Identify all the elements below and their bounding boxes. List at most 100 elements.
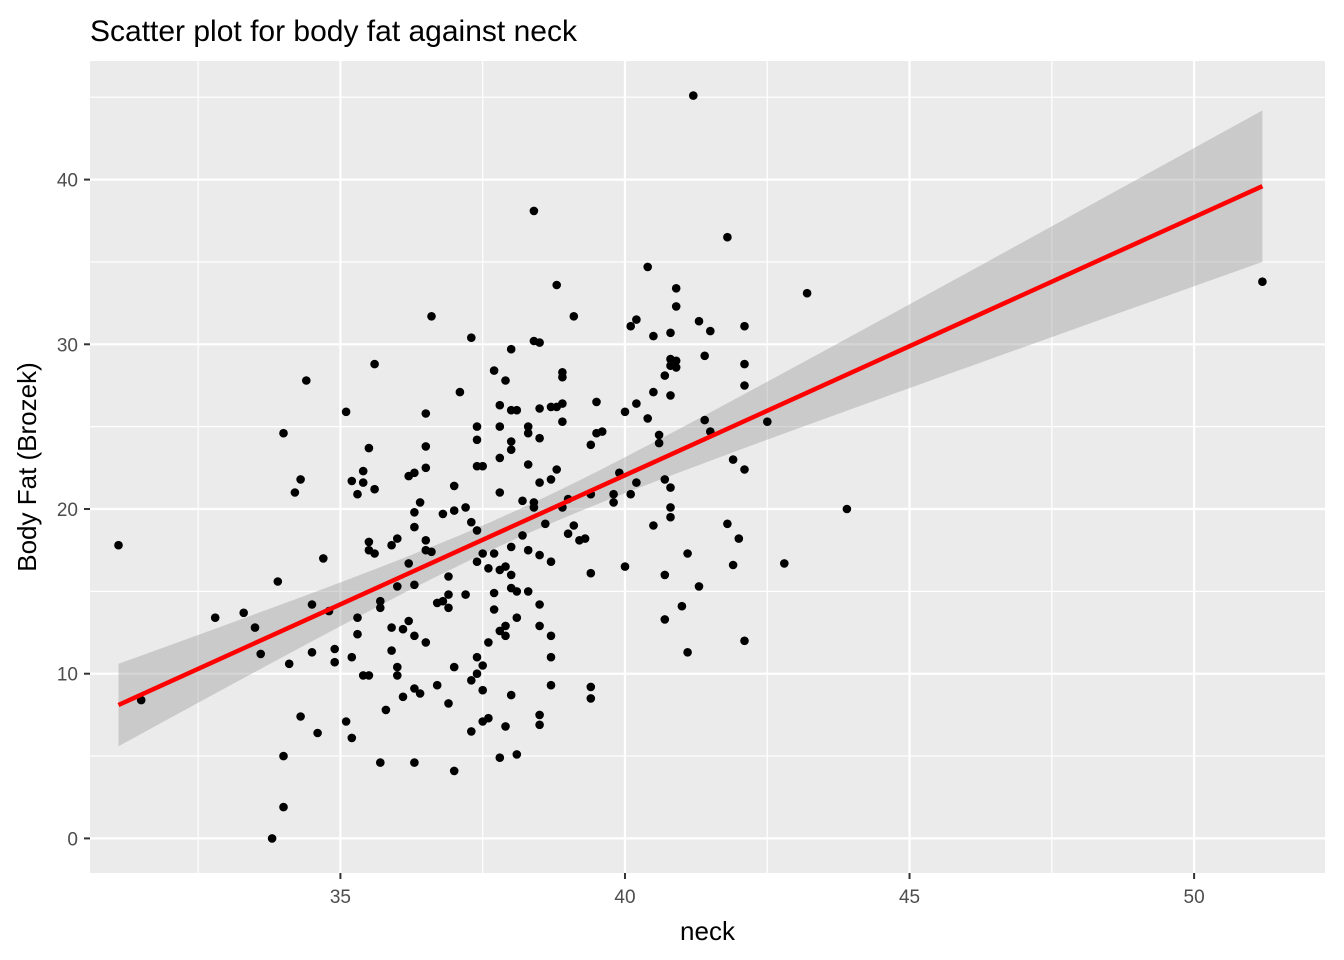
regression-line <box>117 184 1264 708</box>
data-point <box>410 468 419 478</box>
data-point <box>410 758 419 767</box>
data-point <box>250 623 260 632</box>
data-points <box>114 91 1267 843</box>
data-point <box>478 661 488 670</box>
data-point <box>535 720 544 730</box>
data-point <box>671 363 681 372</box>
data-point <box>501 562 510 571</box>
data-point <box>569 312 579 321</box>
data-point <box>535 404 544 413</box>
data-point <box>529 503 539 512</box>
data-point <box>449 662 459 672</box>
data-point <box>700 351 709 361</box>
data-point <box>620 407 630 417</box>
data-point <box>501 631 510 641</box>
x-tick-label: 50 <box>1184 887 1205 908</box>
data-point <box>347 652 357 662</box>
data-point <box>455 387 465 397</box>
data-point <box>660 371 670 380</box>
data-point <box>649 331 658 341</box>
data-point <box>734 534 744 543</box>
data-point <box>472 422 482 431</box>
data-point <box>506 344 516 354</box>
data-point <box>626 321 635 331</box>
data-point <box>421 536 431 545</box>
data-point <box>552 280 561 290</box>
data-point <box>296 475 305 484</box>
data-point <box>518 496 527 506</box>
data-point <box>364 443 374 453</box>
data-point <box>398 692 408 702</box>
data-point <box>683 549 692 558</box>
y-tick-label: 0 <box>67 829 78 850</box>
data-point <box>586 568 596 578</box>
data-point <box>393 662 402 672</box>
data-point <box>449 766 459 776</box>
data-point <box>410 508 419 517</box>
data-point <box>535 710 544 720</box>
data-point <box>489 549 499 558</box>
data-point <box>432 680 442 690</box>
data-point <box>495 400 505 410</box>
data-point <box>279 802 288 812</box>
data-point <box>358 466 368 476</box>
data-point <box>740 321 749 331</box>
data-point <box>506 690 516 700</box>
data-point <box>489 605 499 614</box>
data-point <box>609 498 618 507</box>
data-point <box>802 288 812 298</box>
data-point <box>114 540 123 550</box>
data-point <box>512 587 522 596</box>
data-point <box>666 391 675 400</box>
data-point <box>546 557 556 566</box>
data-point <box>421 409 431 418</box>
data-point <box>654 430 664 440</box>
data-point <box>410 684 419 693</box>
data-point <box>671 302 681 311</box>
data-point <box>546 631 556 641</box>
data-point <box>660 570 670 580</box>
data-point <box>467 333 476 343</box>
data-point <box>393 671 402 680</box>
data-point <box>626 489 635 499</box>
data-point <box>660 615 670 624</box>
data-point <box>529 206 539 216</box>
data-point <box>472 557 482 566</box>
x-tick-label: 45 <box>899 887 920 908</box>
data-point <box>546 475 556 484</box>
data-point <box>666 483 675 492</box>
data-point <box>535 338 544 347</box>
data-point <box>421 442 431 451</box>
data-point <box>467 676 476 685</box>
data-point <box>347 733 357 743</box>
data-point <box>569 521 579 530</box>
data-point <box>512 405 522 415</box>
data-point <box>461 590 470 599</box>
data-point <box>558 372 567 382</box>
data-point <box>467 517 476 527</box>
data-point <box>370 549 379 558</box>
data-point <box>370 484 379 494</box>
x-tick-label: 40 <box>614 887 635 908</box>
data-point <box>666 512 675 522</box>
data-point <box>353 629 362 639</box>
data-point <box>523 587 533 596</box>
data-point <box>387 540 396 550</box>
data-point <box>376 603 385 613</box>
data-point <box>393 582 402 591</box>
x-tick-label: 35 <box>330 887 351 908</box>
x-axis-title: neck <box>680 916 736 946</box>
data-point <box>723 519 732 529</box>
data-point <box>302 376 311 385</box>
chart-title: Scatter plot for body fat against neck <box>90 15 578 48</box>
data-point <box>387 623 396 632</box>
data-point <box>666 503 675 512</box>
data-point <box>506 445 516 455</box>
data-point <box>376 758 385 767</box>
data-point <box>319 554 328 563</box>
data-point <box>284 659 294 669</box>
data-point <box>666 328 675 338</box>
data-point <box>210 613 220 622</box>
data-point <box>649 387 658 397</box>
